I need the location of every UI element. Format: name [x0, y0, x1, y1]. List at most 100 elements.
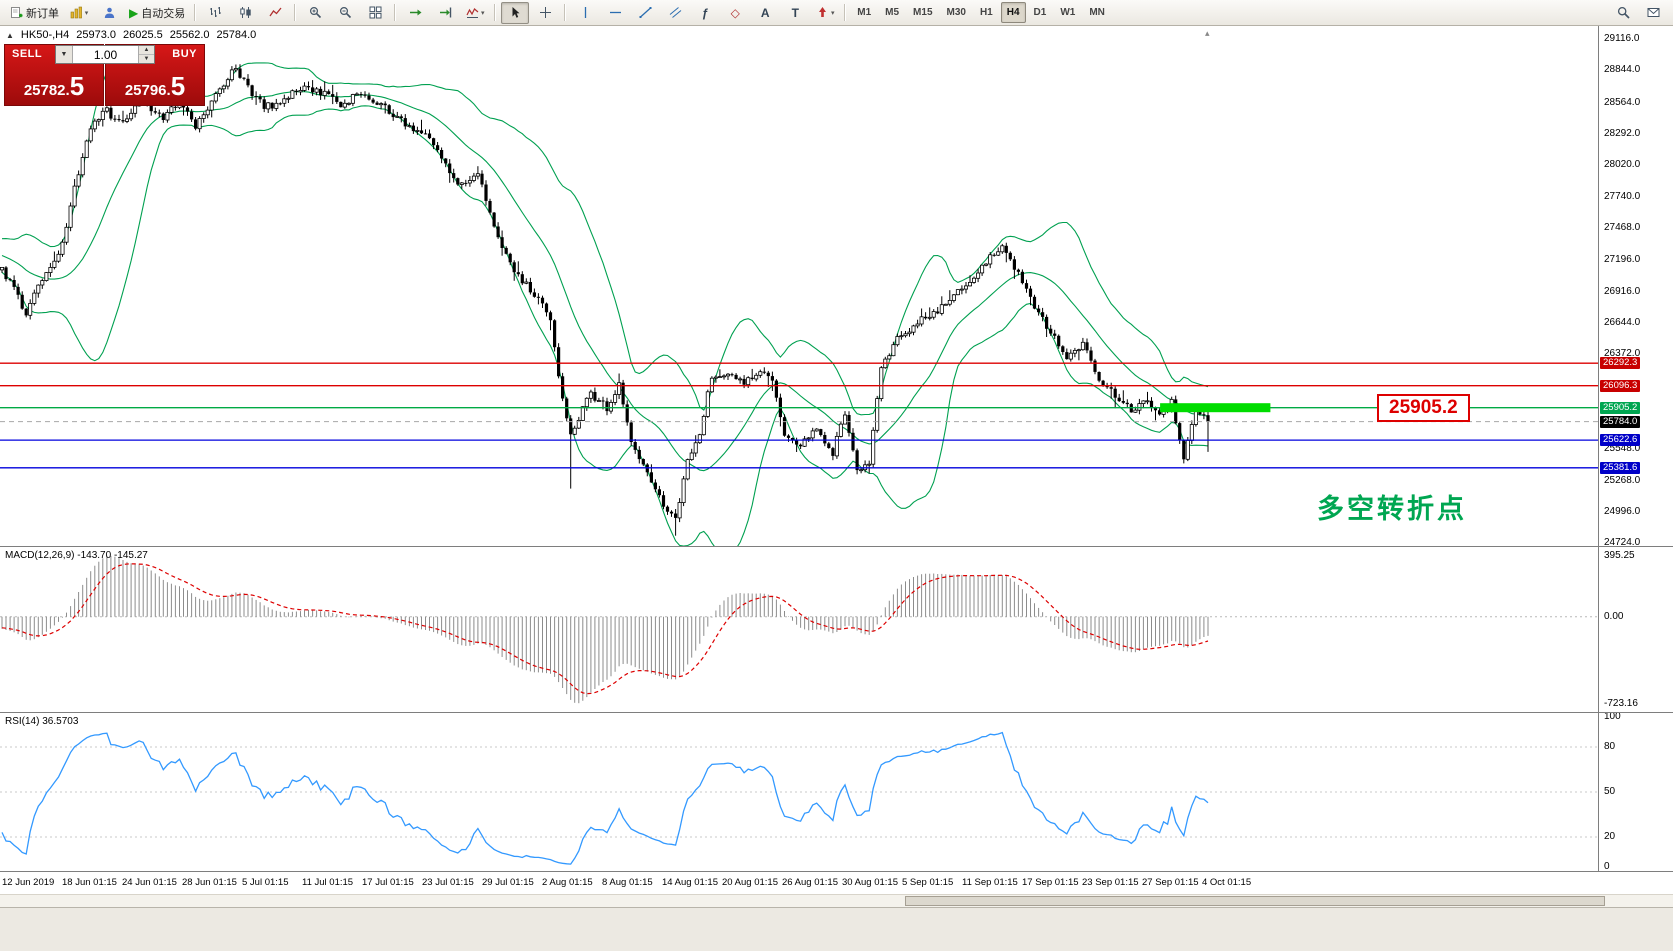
rsi-indicator-label: RSI(14) 36.5703 [5, 716, 79, 727]
one-click-trading-panel: SELL 25782.5 BUY 25796.5 ▼ 1.00 ▲ ▼ [4, 44, 206, 106]
pane-separator[interactable] [0, 871, 1673, 872]
horizontal-line-button[interactable] [601, 2, 629, 24]
trendline-icon [639, 7, 652, 18]
volume-spinner[interactable]: ▲ ▼ [138, 46, 154, 63]
autotrading-button[interactable]: ▶ 自动交易 [125, 2, 189, 24]
volume-value[interactable]: 1.00 [93, 47, 118, 62]
price-level-tag: 26292.3 [1600, 357, 1641, 370]
price-tick: 29116.0 [1604, 33, 1640, 45]
indicators-icon [466, 8, 479, 18]
price-tick: 26372.0 [1604, 348, 1641, 360]
toolbar-separator [294, 4, 297, 21]
fibonacci-button[interactable]: ƒ [691, 2, 719, 24]
time-label: 5 Sep 01:15 [902, 877, 954, 888]
zoom-out-icon [339, 6, 351, 19]
charts-list-button[interactable]: ▾ [65, 2, 93, 24]
price-tick: 24724.0 [1604, 537, 1641, 549]
price-level-tag: 26096.3 [1600, 379, 1641, 392]
text-label-button[interactable]: T [781, 2, 809, 24]
pane-separator[interactable] [0, 546, 1673, 547]
zoom-out-button[interactable] [331, 2, 359, 24]
trendline-button[interactable] [631, 2, 659, 24]
time-label: 5 Jul 01:15 [242, 877, 289, 888]
crosshair-button[interactable] [531, 2, 559, 24]
main-chart-canv[interactable] [0, 26, 1598, 546]
timeframe-m30-button[interactable]: M30 [946, 7, 966, 18]
auto-scroll-button[interactable] [401, 2, 429, 24]
time-label: 27 Sep 01:15 [1142, 877, 1199, 888]
timeframe-m5-button[interactable]: M5 [885, 7, 900, 18]
candle-chart-button[interactable] [231, 2, 259, 24]
rsi-axis-label: 20 [1604, 831, 1616, 842]
price-level-tag: 25784.0 [1600, 415, 1641, 428]
search-button[interactable] [1609, 2, 1637, 24]
indicators-button-dropdown-icon: ▾ [480, 9, 485, 17]
price-tick: 25268.0 [1604, 474, 1641, 486]
toolbar-separator [564, 4, 567, 21]
price-tick: 28292.0 [1604, 127, 1641, 139]
fibonacci-icon: ƒ [701, 5, 709, 20]
time-label: 30 Aug 01:15 [842, 877, 898, 888]
volume-dropdown-icon[interactable]: ▼ [56, 46, 73, 63]
price-tick: 24996.0 [1604, 506, 1641, 517]
bar-chart-button[interactable] [201, 2, 229, 24]
spin-up-icon[interactable]: ▲ [139, 46, 154, 55]
time-axis[interactable]: 12 Jun 2019 18 Jun 01:15 24 Jun 01:15 28 Ju… [0, 872, 1673, 894]
price-tick: 27196.0 [1604, 253, 1641, 265]
chart-shift-button[interactable] [431, 2, 459, 24]
time-label: 11 Sep 01:15 [962, 877, 1018, 888]
collapse-ohlc-icon[interactable]: ▲ [6, 30, 14, 40]
vertical-line-button[interactable] [571, 2, 599, 24]
buy-label: BUY [172, 48, 197, 60]
zoom-in-button[interactable] [301, 2, 329, 24]
line-chart-button[interactable] [261, 2, 289, 24]
price-axis[interactable]: 29116.0 28844.0 28564.0 28292.0 28020.0 27740… [1598, 26, 1673, 872]
profile-button[interactable] [95, 2, 123, 24]
timeframe-w1-button[interactable]: W1 [1060, 7, 1076, 18]
tile-windows-button[interactable] [361, 2, 389, 24]
time-label: 11 Jul 01:15 [302, 877, 354, 888]
text-button[interactable]: A [751, 2, 779, 24]
new-order-button-label: 新订单 [26, 7, 59, 20]
cursor-button[interactable] [501, 1, 530, 24]
volume-input[interactable]: ▼ 1.00 ▲ ▼ [55, 45, 155, 64]
new-order-icon [11, 7, 23, 18]
timeframe-h4-button[interactable]: H4 [1000, 2, 1026, 23]
spin-down-icon[interactable]: ▼ [139, 55, 154, 63]
price-tick: 28020.0 [1604, 158, 1641, 170]
inbox-button[interactable] [1639, 2, 1667, 24]
status-strip [0, 907, 1673, 951]
timeframe-d1-button[interactable]: D1 [1033, 7, 1047, 18]
scrollbar-thumb[interactable] [905, 896, 1605, 906]
macd-pane-canvas[interactable] [0, 547, 1598, 712]
new-order-button[interactable]: 新订单 [6, 2, 63, 24]
zoom-in-icon [309, 6, 321, 19]
text-icon: A [760, 5, 770, 20]
bar-chart-icon [209, 7, 221, 17]
price-level-tag: 25381.6 [1600, 461, 1641, 474]
symbol-info: ▲ HK50-,H4 25973.0 26025.5 25562.0 25784… [6, 29, 256, 41]
rsi-pane-canvas[interactable] [0, 713, 1598, 871]
timeframe-m15-button[interactable]: M15 [913, 7, 933, 18]
indicators-button[interactable]: ▾ [461, 2, 489, 24]
price-tick: 26644.0 [1604, 316, 1641, 328]
price-level-tag: 25622.6 [1600, 434, 1641, 447]
arrows-button[interactable]: ▾ [811, 2, 839, 24]
timeframe-h1-button[interactable]: H1 [979, 7, 993, 18]
horizontal-scrollbar[interactable] [0, 894, 1673, 907]
time-label: 28 Jun 01:15 [182, 877, 237, 888]
chart-shift-icon [439, 7, 451, 18]
tile-windows-icon [369, 6, 382, 19]
price-callout-label: 25905.2 [1377, 394, 1470, 422]
shapes-button[interactable]: ◇ [721, 2, 749, 24]
channel-button[interactable] [661, 2, 689, 24]
timeframe-m1-button[interactable]: M1 [857, 7, 872, 18]
horizontal-line-icon [609, 11, 621, 14]
timeframe-mn-button[interactable]: MN [1089, 7, 1105, 18]
price-tick: 25548.0 [1604, 442, 1641, 454]
pane-separator[interactable] [0, 712, 1673, 713]
autotrading-button-label: 自动交易 [141, 7, 186, 20]
time-label: 17 Sep 01:15 [1022, 877, 1079, 888]
toolbar-separator [394, 4, 397, 21]
